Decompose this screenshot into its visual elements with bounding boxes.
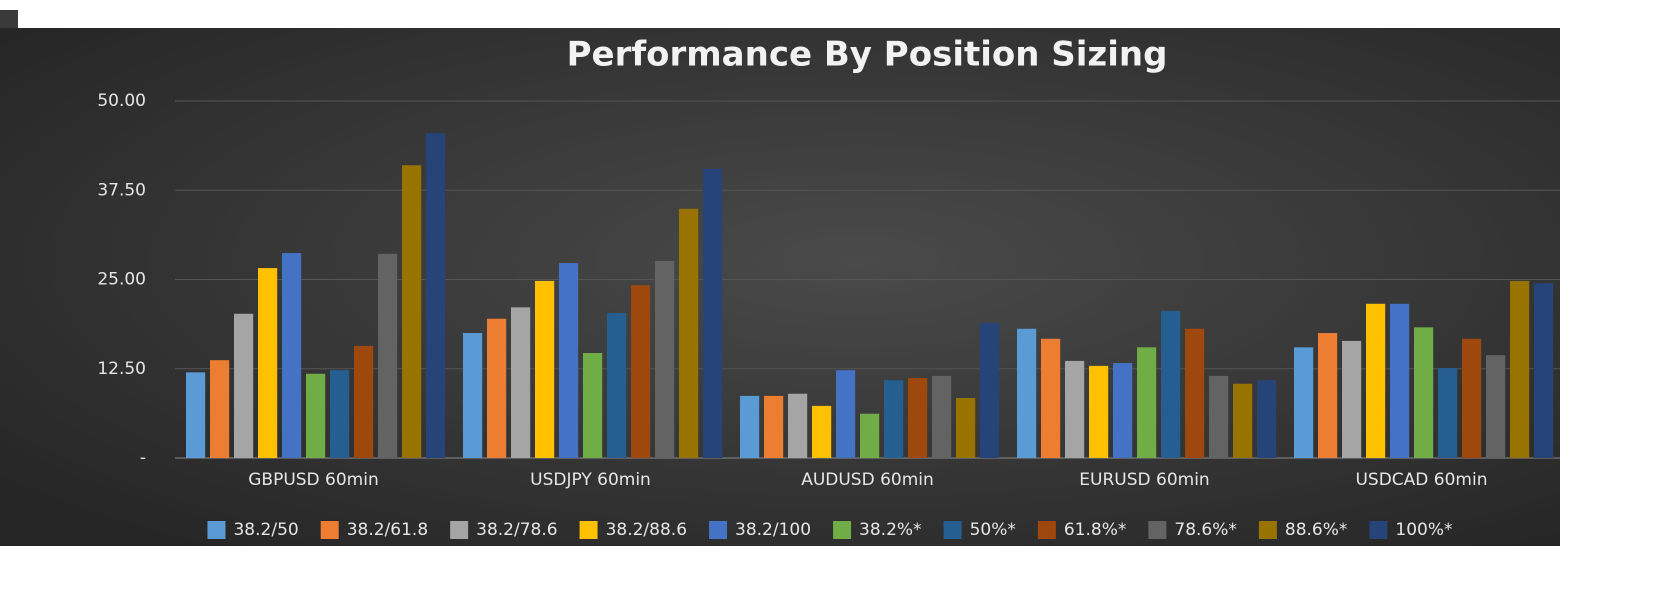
bar (511, 307, 531, 458)
bar (1486, 355, 1506, 458)
legend-swatch (320, 521, 339, 539)
legend-label: 100%* (1395, 520, 1452, 540)
bar (980, 323, 1000, 458)
bar (1137, 347, 1157, 458)
bar (860, 413, 880, 458)
bar (655, 260, 675, 458)
x-tick-label: GBPUSD 60min (248, 470, 379, 490)
legend-swatch (1258, 521, 1277, 539)
y-tick-label: 37.50 (97, 180, 146, 200)
bar (258, 268, 278, 458)
legend-label: 38.2/100 (735, 520, 811, 540)
bar (908, 378, 928, 458)
legend-label: 38.2/61.8 (347, 520, 428, 540)
bar (1438, 368, 1458, 458)
bar (932, 375, 952, 458)
bar (463, 333, 483, 458)
bar (1113, 363, 1133, 458)
legend-label: 38.2/78.6 (476, 520, 557, 540)
bar (1510, 280, 1530, 458)
bar (559, 263, 579, 458)
legend-swatch (207, 521, 226, 539)
bar (1041, 338, 1061, 458)
bar (607, 313, 627, 458)
y-tick-label: 50.00 (97, 91, 146, 111)
legend-label: 61.8%* (1064, 520, 1127, 540)
bar (210, 360, 230, 458)
bar (583, 353, 603, 458)
legend-swatch (1037, 521, 1056, 539)
bar (234, 313, 254, 458)
bar (884, 380, 904, 458)
bar (1294, 347, 1314, 458)
bar (535, 280, 555, 458)
legend-swatch (833, 521, 852, 539)
bar (1390, 303, 1410, 458)
legend-swatch (709, 521, 728, 539)
corner (0, 10, 18, 28)
bar (1342, 340, 1362, 458)
x-tick-label: USDJPY 60min (530, 470, 651, 490)
bar (1318, 333, 1338, 458)
bar (1233, 383, 1253, 458)
chart-background (0, 28, 1560, 546)
legend-label: 38.2/88.6 (606, 520, 687, 540)
bar (354, 345, 374, 458)
y-tick-label: 25.00 (97, 270, 146, 290)
bar (402, 165, 422, 458)
x-tick-label: AUDUSD 60min (801, 470, 934, 490)
bar (186, 372, 206, 458)
legend-swatch (1148, 521, 1167, 539)
legend-swatch (579, 521, 598, 539)
bar (1257, 380, 1277, 458)
bar (956, 398, 976, 458)
bar (1089, 365, 1109, 458)
bar (812, 405, 832, 458)
legend-swatch (450, 521, 469, 539)
bar (378, 253, 398, 458)
legend-swatch (943, 521, 962, 539)
legend-label: 78.6%* (1174, 520, 1237, 540)
chart-title: Performance By Position Sizing (567, 35, 1168, 75)
bar (703, 168, 723, 458)
bar (836, 370, 856, 458)
bar (1161, 310, 1181, 458)
bar (740, 395, 760, 458)
bar (1366, 303, 1386, 458)
bar (487, 318, 507, 458)
bar (1065, 360, 1085, 458)
bar (330, 370, 350, 458)
bar (679, 208, 699, 458)
x-tick-label: EURUSD 60min (1079, 470, 1209, 490)
bar (1414, 327, 1434, 458)
legend-label: 50%* (970, 520, 1016, 540)
bar (764, 395, 784, 458)
y-tick-label: 12.50 (97, 359, 146, 379)
bar (306, 373, 326, 458)
bar (788, 393, 808, 458)
bar (1017, 328, 1037, 458)
x-tick-label: USDCAD 60min (1355, 470, 1487, 490)
legend-label: 88.6%* (1285, 520, 1348, 540)
bar (631, 285, 651, 458)
bar (1534, 283, 1554, 458)
bar (282, 253, 302, 458)
bar (426, 133, 446, 458)
bar (1462, 338, 1482, 458)
y-tick-label: - (140, 448, 146, 468)
legend-label: 38.2%* (859, 520, 922, 540)
legend-swatch (1369, 521, 1388, 539)
bar (1209, 375, 1229, 458)
legend-label: 38.2/50 (233, 520, 298, 540)
bar (1185, 328, 1205, 458)
